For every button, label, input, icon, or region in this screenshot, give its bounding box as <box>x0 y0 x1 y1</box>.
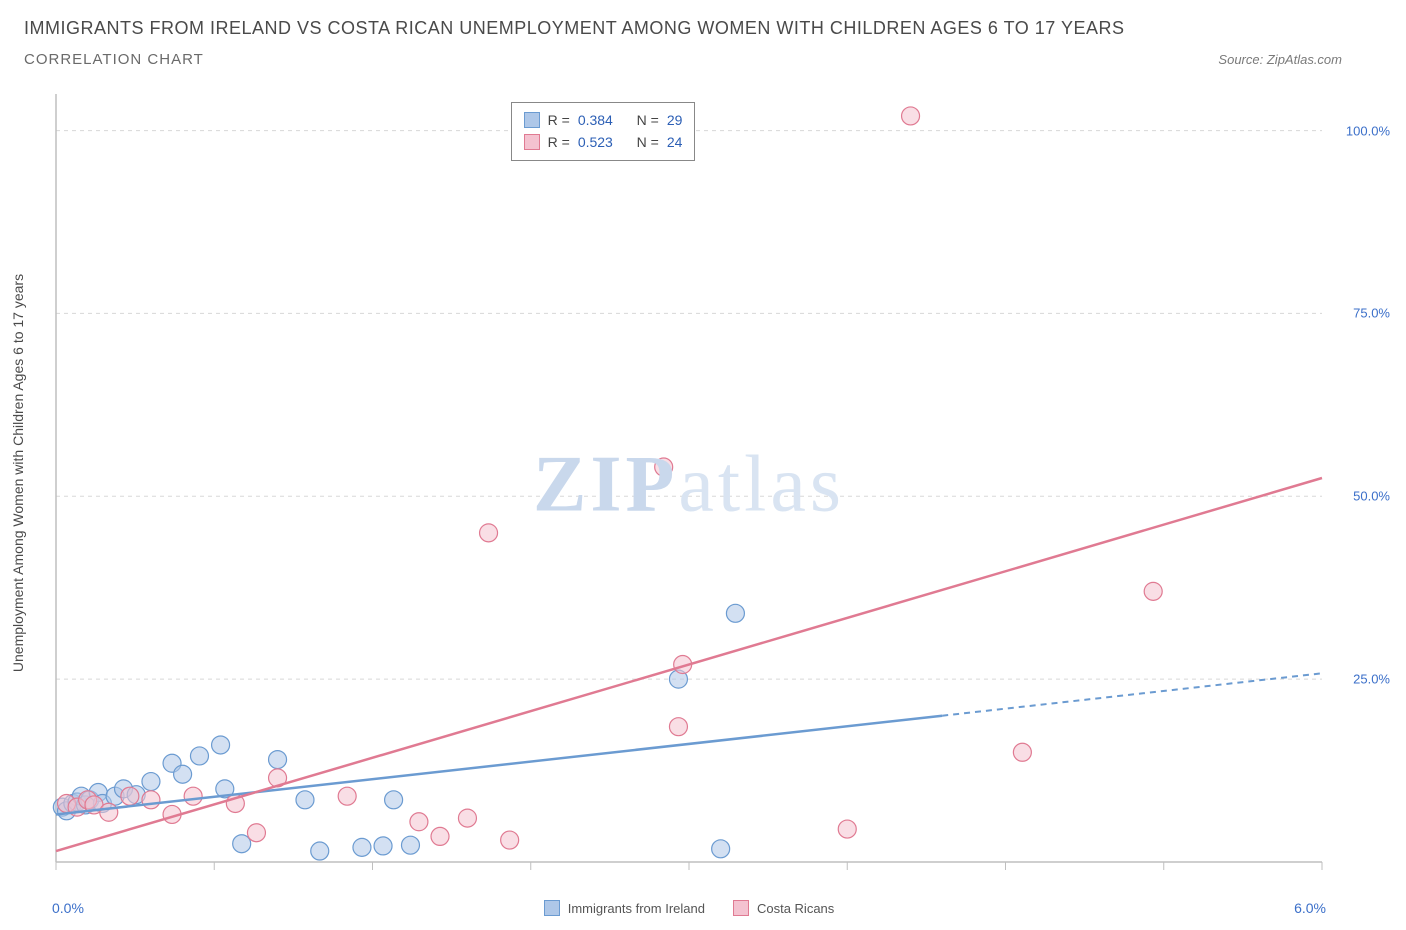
source-name: ZipAtlas.com <box>1267 52 1342 67</box>
chart-subtitle: CORRELATION CHART <box>24 51 204 68</box>
series-legend: Immigrants from Ireland Costa Ricans <box>544 900 835 916</box>
stats-row: R = 0.523 N = 24 <box>524 131 683 153</box>
y-axis-label: Unemployment Among Women with Children A… <box>10 274 26 672</box>
x-axis-bar: 0.0% Immigrants from Ireland Costa Ricans… <box>52 900 1326 916</box>
chart-title: IMMIGRANTS FROM IRELAND VS COSTA RICAN U… <box>24 18 1382 39</box>
legend-item: Immigrants from Ireland <box>544 900 705 916</box>
y-tick-label: 75.0% <box>1353 306 1390 321</box>
stats-row: R = 0.384 N = 29 <box>524 109 683 131</box>
stat-r-label: R = <box>548 109 570 131</box>
stat-r-value: 0.384 <box>578 109 613 131</box>
stat-n-label: N = <box>637 109 659 131</box>
legend-item: Costa Ricans <box>733 900 834 916</box>
stat-r-value: 0.523 <box>578 131 613 153</box>
scatter-plot-svg <box>52 90 1326 880</box>
legend-label: Immigrants from Ireland <box>568 901 705 916</box>
stat-n-value: 29 <box>667 109 683 131</box>
legend-swatch <box>544 900 560 916</box>
chart-area: ZIPatlas R = 0.384 N = 29 R = 0.523 N = … <box>52 90 1326 880</box>
y-tick-label: 50.0% <box>1353 489 1390 504</box>
y-tick-label: 25.0% <box>1353 672 1390 687</box>
y-tick-label: 100.0% <box>1346 123 1390 138</box>
stats-legend-box: R = 0.384 N = 29 R = 0.523 N = 24 <box>511 102 696 161</box>
stat-r-label: R = <box>548 131 570 153</box>
series-swatch <box>524 112 540 128</box>
legend-label: Costa Ricans <box>757 901 834 916</box>
source-label: Source: <box>1218 52 1263 67</box>
source-citation: Source: ZipAtlas.com <box>1218 52 1382 67</box>
series-swatch <box>524 134 540 150</box>
x-axis-max-label: 6.0% <box>1294 900 1326 916</box>
stat-n-value: 24 <box>667 131 683 153</box>
x-axis-min-label: 0.0% <box>52 900 84 916</box>
stat-n-label: N = <box>637 131 659 153</box>
legend-swatch <box>733 900 749 916</box>
